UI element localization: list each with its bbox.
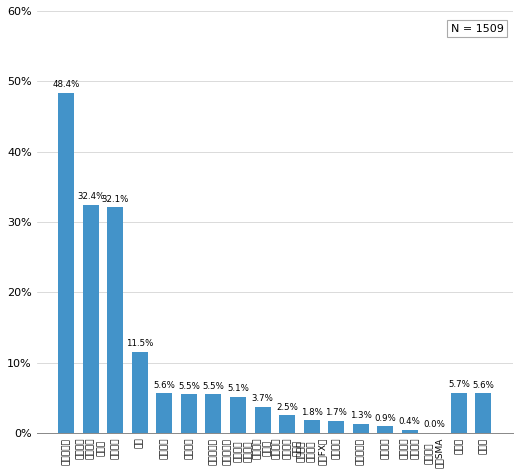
Text: 5.6%: 5.6% bbox=[473, 381, 495, 390]
Bar bbox=[230, 397, 246, 433]
Text: 3.7%: 3.7% bbox=[252, 394, 274, 403]
Text: 11.5%: 11.5% bbox=[126, 340, 153, 349]
Text: 0.9%: 0.9% bbox=[374, 414, 396, 423]
Bar bbox=[132, 352, 148, 433]
Bar bbox=[255, 407, 270, 433]
Bar bbox=[328, 421, 344, 433]
Text: 5.6%: 5.6% bbox=[153, 381, 175, 390]
Text: 32.1%: 32.1% bbox=[101, 195, 129, 204]
Text: 32.4%: 32.4% bbox=[77, 192, 105, 201]
Text: 1.8%: 1.8% bbox=[301, 408, 322, 417]
Bar bbox=[451, 393, 467, 433]
Text: 2.5%: 2.5% bbox=[276, 403, 298, 412]
Bar bbox=[58, 93, 74, 433]
Bar bbox=[378, 427, 393, 433]
Text: 5.5%: 5.5% bbox=[178, 381, 200, 390]
Bar bbox=[353, 424, 369, 433]
Bar bbox=[205, 394, 222, 433]
Text: 0.4%: 0.4% bbox=[399, 418, 421, 427]
Text: 5.5%: 5.5% bbox=[202, 381, 225, 390]
Text: 1.3%: 1.3% bbox=[350, 411, 372, 420]
Text: 5.7%: 5.7% bbox=[448, 380, 470, 389]
Bar bbox=[181, 394, 197, 433]
Bar bbox=[279, 415, 295, 433]
Bar bbox=[83, 205, 99, 433]
Text: 48.4%: 48.4% bbox=[53, 80, 80, 89]
Text: 1.7%: 1.7% bbox=[325, 408, 347, 418]
Bar bbox=[304, 420, 320, 433]
Text: N = 1509: N = 1509 bbox=[451, 24, 503, 34]
Bar bbox=[402, 430, 418, 433]
Bar bbox=[475, 393, 491, 433]
Bar bbox=[157, 393, 172, 433]
Text: 5.1%: 5.1% bbox=[227, 384, 249, 393]
Bar bbox=[107, 207, 123, 433]
Text: 0.0%: 0.0% bbox=[423, 420, 445, 429]
